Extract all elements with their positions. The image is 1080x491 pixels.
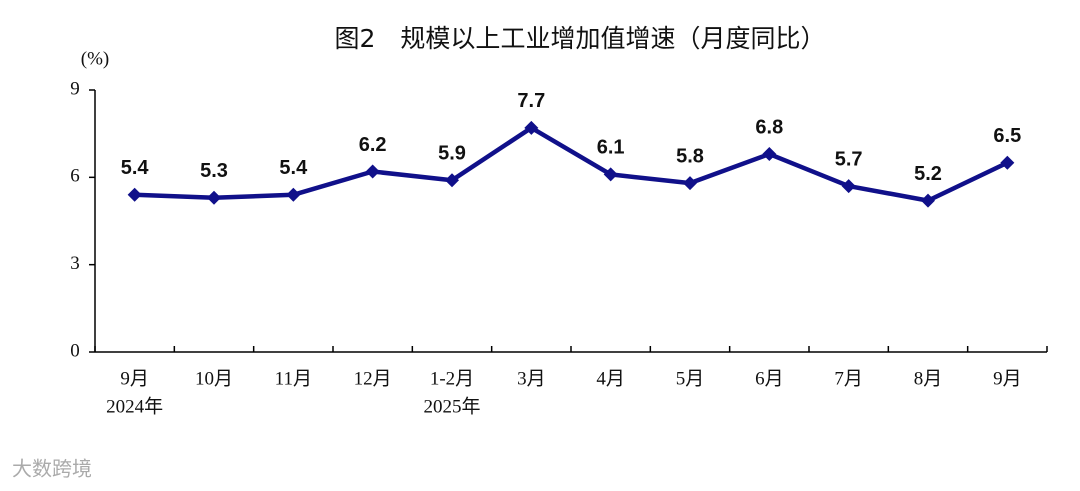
y-tick-label: 3 [70,253,80,274]
x-tick-label: 1-2月 [430,368,474,389]
data-label: 5.4 [279,157,308,179]
x-year-label: 2025年 [423,395,480,417]
y-unit: (%) [81,48,109,69]
data-label: 5.3 [200,160,228,182]
point-marker [445,173,459,188]
data-label: 5.4 [121,157,150,179]
data-label: 6.2 [359,134,387,156]
point-marker [365,164,380,179]
chart-title: 图2 规模以上工业增加值增速（月度同比） [335,24,826,53]
data-label: 5.9 [438,143,466,165]
data-label: 6.5 [993,125,1021,147]
point-marker [841,179,856,194]
x-tick-label: 7月 [834,368,863,389]
x-tick-label: 8月 [914,368,943,389]
data-label: 5.8 [676,145,704,167]
series-line [134,125,1009,203]
x-tick-label: 6月 [755,368,784,389]
x-tick-label: 4月 [596,368,625,389]
point-marker [683,176,697,191]
data-label: 6.8 [755,116,783,138]
x-year-label: 2024年 [106,395,163,417]
x-tick-label: 10月 [195,368,233,389]
point-marker [207,190,221,205]
data-label: 5.7 [835,148,863,170]
data-label: 6.1 [597,137,625,159]
point-marker [1000,155,1015,170]
point-marker [603,167,618,182]
x-tick-label: 9月 [993,368,1022,389]
point-marker [762,147,777,162]
x-tick-label: 3月 [517,368,546,389]
point-marker [127,187,142,202]
y-tick-label: 6 [70,166,80,187]
y-tick-label: 9 [70,78,80,99]
watermark: 大数跨境 [12,457,92,481]
data-label: 5.2 [914,163,942,185]
x-tick-label: 9月 [120,368,149,389]
x-tick-label: 11月 [275,368,312,389]
point-marker [921,193,935,208]
x-tick-label: 5月 [676,368,705,389]
y-tick-label: 0 [70,340,80,361]
data-label: 7.7 [517,90,545,112]
x-tick-label: 12月 [354,368,392,389]
point-marker [524,120,539,135]
point-marker [286,187,301,202]
